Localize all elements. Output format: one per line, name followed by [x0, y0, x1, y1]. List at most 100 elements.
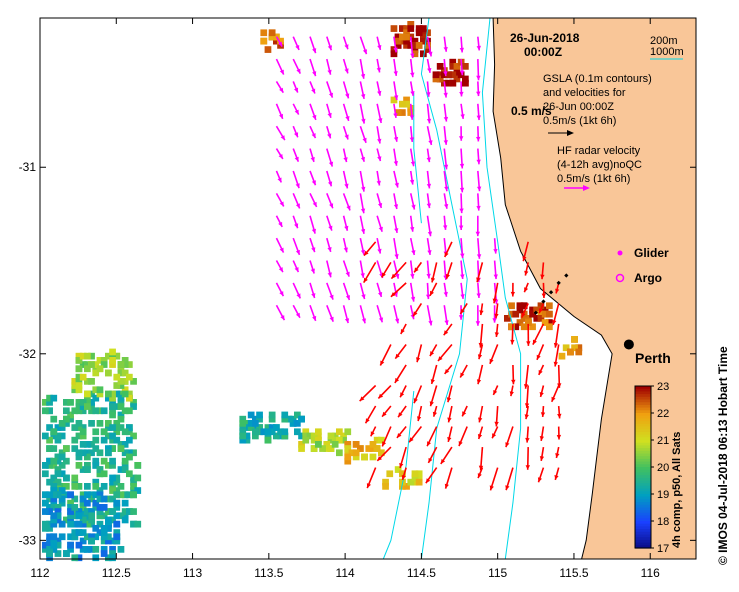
sst-pixel [46, 394, 53, 402]
hf-arrow-head [444, 204, 449, 209]
sst-pixel [92, 491, 100, 499]
sst-pixel [117, 445, 125, 452]
hf-arrow-head [377, 138, 382, 144]
gsla-arrow-head [365, 418, 370, 424]
sst-pixel [71, 529, 79, 536]
sst-pixel [63, 420, 70, 427]
sst-pixel [105, 449, 112, 457]
sst-pixel [268, 428, 276, 436]
hf-arrow-head [295, 183, 300, 189]
sst-pixel [100, 428, 108, 436]
hf-arrow-head [476, 91, 481, 97]
sst-pixel [130, 399, 137, 406]
sst-pixel [571, 344, 578, 352]
hf-arrow-head [279, 201, 284, 207]
sst-pixel [508, 310, 515, 318]
hf-arrow-head [343, 157, 348, 162]
sst-pixel [264, 432, 272, 440]
sst-pixel [315, 432, 322, 440]
sst-pixel [46, 541, 53, 549]
sst-pixel [525, 315, 532, 322]
gsla-arrow-head [443, 330, 449, 336]
sst-pixel [50, 541, 58, 549]
gsla-arrow-head [364, 250, 369, 256]
sst-pixel [105, 508, 112, 515]
colorbar-segment [635, 442, 651, 446]
sst-pixel [84, 462, 91, 469]
hf-arrow-head [477, 186, 482, 192]
gsla-arrow-head [440, 459, 446, 464]
sst-pixel [344, 441, 352, 448]
glider-track-point [564, 273, 569, 278]
sst-pixel [96, 487, 104, 494]
hf-arrow-head [393, 136, 399, 142]
gsla-arrow-head [399, 463, 404, 468]
x-tick-label: 114 [336, 566, 355, 580]
hf-arrow-head [360, 249, 366, 255]
sst-pixel [88, 508, 95, 515]
sst-pixel [84, 512, 91, 520]
sst-pixel [113, 474, 121, 482]
sst-pixel [529, 310, 536, 318]
hf-arrow-head [410, 273, 415, 279]
credit-text: © IMOS 04-Jul-2018 06:13 Hobart Time [716, 346, 730, 565]
sst-pixel [441, 67, 448, 74]
sst-pixel [453, 71, 461, 79]
sst-pixel [252, 424, 259, 431]
sst-pixel [54, 478, 62, 486]
sst-pixel [273, 432, 280, 440]
colorbar-segment [635, 440, 651, 444]
gsla-arrow-head [524, 403, 530, 408]
sst-pixel [277, 432, 284, 440]
hf-arrow-head [394, 95, 399, 100]
sst-pixel [256, 415, 263, 423]
sst-pixel [75, 520, 83, 528]
sst-pixel [415, 42, 423, 49]
sst-pixel [264, 424, 272, 431]
sst-pixel [50, 457, 58, 465]
colorbar-segment [635, 477, 651, 482]
hf-arrow-head [361, 118, 366, 124]
sst-pixel [79, 449, 87, 457]
gsla-arrow-head [492, 433, 497, 439]
sst-pixel [46, 445, 53, 452]
sst-pixel [92, 386, 100, 394]
colorbar-segment [635, 469, 651, 473]
hf-arrow-head [444, 186, 449, 192]
sst-pixel [88, 352, 95, 360]
colorbar-segment [635, 534, 651, 538]
sst-pixel [344, 453, 352, 461]
gsla-arrow-head [478, 417, 483, 423]
sst-pixel [315, 428, 322, 436]
glider-track-point [548, 290, 554, 295]
sst-pixel [84, 533, 91, 541]
sst-pixel [58, 432, 66, 440]
sst-pixel [113, 373, 121, 381]
sst-pixel [58, 483, 66, 490]
hf-arrow-head [361, 186, 366, 192]
gsla-arrow-head [444, 483, 449, 489]
sst-pixel [281, 415, 289, 423]
sst-pixel [109, 432, 116, 440]
sst-pixel [520, 302, 528, 310]
hf-arrow-head [393, 47, 398, 53]
colorbar-segment [635, 426, 651, 430]
sst-pixel [403, 96, 410, 104]
hf-arrow-head [443, 71, 448, 76]
gsla-arrow-head [526, 341, 531, 346]
sst-pixel [273, 37, 280, 45]
sst-pixel [58, 533, 66, 541]
hf-arrow-head [410, 91, 415, 96]
sst-pixel [84, 546, 91, 553]
sst-pixel [403, 483, 410, 490]
sst-pixel [100, 457, 108, 465]
sst-pixel [352, 449, 360, 457]
sst-pixel [79, 441, 87, 448]
sst-pixel [336, 428, 343, 436]
sst-pixel [113, 520, 121, 528]
colorbar-segment [635, 526, 651, 530]
sst-pixel [126, 424, 133, 431]
sst-pixel [88, 441, 95, 448]
sst-pixel [96, 495, 104, 503]
